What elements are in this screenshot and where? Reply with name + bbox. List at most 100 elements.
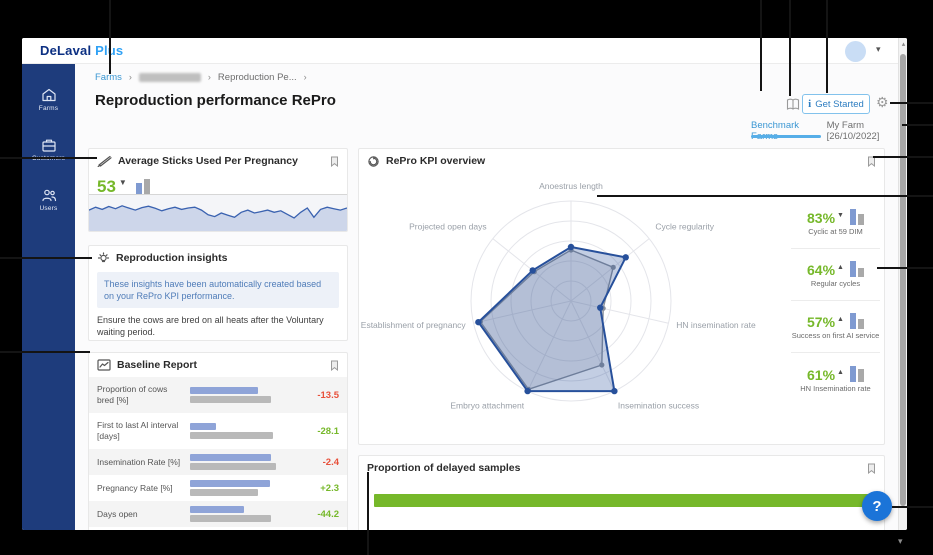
chevron-right-icon: › [303, 72, 307, 82]
stat-value: 64% [807, 262, 836, 278]
bookmark-icon[interactable] [330, 156, 339, 167]
sticks-value: 53 [97, 177, 116, 196]
callout-line [877, 267, 933, 269]
baseline-row[interactable]: First to last AI interval [days] -28.1 [89, 413, 347, 449]
benchmark-bar [190, 463, 276, 470]
get-started-button[interactable]: i Get Started [802, 94, 870, 114]
breadcrumb: Farms › › Reproduction Pe... › [95, 70, 307, 84]
card-header: Baseline Report [89, 353, 347, 377]
vertical-scrollbar[interactable]: ▴ [898, 38, 907, 530]
callout-line [890, 102, 933, 104]
benchmark-bar [190, 515, 272, 522]
trend-up-icon: ▲ [837, 368, 844, 376]
scrollbar-down-arrow-icon[interactable]: ▾ [898, 536, 903, 546]
mini-bars-icon [849, 313, 864, 329]
tab-benchmark-farms[interactable]: Benchmark Farms [751, 120, 800, 142]
gear-icon[interactable]: ⚙ [876, 94, 889, 110]
callout-line [109, 0, 111, 74]
get-started-label: Get Started [815, 98, 864, 110]
kpi-stat[interactable]: 83% ▼ Cyclic at 59 DIM [791, 197, 880, 249]
card-title: RePro KPI overview [386, 155, 486, 167]
breadcrumb-redacted-farm-name[interactable] [138, 72, 201, 82]
briefcase-icon [41, 139, 56, 152]
area-chart [89, 205, 347, 231]
help-button[interactable]: ? [862, 491, 892, 521]
callout-line [902, 124, 933, 126]
bookmark-icon[interactable] [330, 360, 339, 371]
stat-value: 83% [807, 210, 836, 226]
breadcrumb-current-page[interactable]: Reproduction Pe... [217, 71, 297, 83]
sidebar-item-farms[interactable]: Farms [22, 76, 75, 124]
line-chart-icon [97, 359, 111, 371]
sidebar-item-users[interactable]: Users [22, 176, 75, 224]
sidebar-item-customers[interactable]: Customers [22, 126, 75, 174]
callout-line [597, 195, 933, 197]
barn-icon [41, 88, 56, 102]
insights-note: These insights have been automatically c… [97, 272, 339, 309]
benchmark-bar [190, 432, 273, 439]
lightbulb-icon [97, 251, 110, 262]
trend-up-icon: ▲ [837, 264, 844, 271]
baseline-row[interactable]: Proportion of cows bred [%] -13.5 [89, 377, 347, 413]
comparison-bars [184, 454, 306, 470]
page-title: Reproduction performance RePro [95, 92, 336, 109]
card-title: Baseline Report [117, 359, 197, 371]
app-window: DeLaval Plus ▾ ▴ Farms Customers [22, 38, 907, 530]
kpi-stat[interactable]: 57% ▲ Success on first AI service [791, 301, 880, 353]
scrollbar-thumb[interactable] [900, 54, 906, 506]
tab-my-farm[interactable]: My Farm [26/10/2022] [826, 120, 880, 142]
baseline-row[interactable]: Pregnancy Rate [%] +2.3 [89, 475, 347, 501]
scrollbar-up-arrow-icon[interactable]: ▴ [901, 41, 906, 48]
callout-line [789, 0, 791, 96]
chevron-right-icon: › [128, 72, 132, 82]
bookmark-icon[interactable] [867, 463, 876, 474]
kpi-stats-list: 83% ▼ Cyclic at 59 DIM 64% ▲ Regular cyc… [791, 197, 880, 405]
sticks-trend-chart [89, 194, 347, 231]
metric-label: Pregnancy Rate [%] [97, 482, 173, 493]
mini-bars-icon [849, 209, 864, 225]
sticks-icon [97, 155, 112, 167]
delayed-samples-bar [374, 494, 871, 507]
report-book-icon[interactable] [786, 98, 800, 116]
sidebar-item-label: Farms [38, 105, 59, 112]
delta-value: -28.1 [317, 425, 339, 437]
baseline-row[interactable]: Insemination Rate [%] -2.4 [89, 449, 347, 475]
metric-label: First to last AI interval [days] [97, 420, 179, 441]
mini-bars-icon [135, 179, 150, 195]
stat-label: HN Insemination rate [800, 383, 871, 393]
card-header: Average Sticks Used Per Pregnancy [89, 149, 347, 173]
metric-label: Insemination Rate [%] [97, 456, 181, 467]
card-title: Average Sticks Used Per Pregnancy [118, 155, 298, 167]
callout-line [826, 0, 828, 93]
callout-line [0, 257, 92, 259]
users-icon [41, 189, 56, 202]
chevron-right-icon: › [207, 72, 211, 82]
comparison-bars [184, 387, 306, 403]
kpi-stat[interactable]: 61% ▲ HN Insemination rate [791, 353, 880, 405]
view-tabs: Benchmark Farms My Farm [26/10/2022] [751, 120, 898, 142]
trend-down-icon: ▼ [118, 178, 127, 187]
callout-line [0, 351, 90, 353]
callout-line [873, 156, 933, 158]
card-header: Reproduction insights [89, 246, 347, 270]
active-tab-underline [751, 135, 821, 138]
benchmark-bar [190, 396, 272, 403]
breadcrumb-farms-link[interactable]: Farms [95, 71, 122, 83]
stat-value: 57% [807, 314, 836, 330]
repro-kpi-overview-card: RePro KPI overview Anoestrus length Cycle… [358, 148, 885, 445]
callout-line [892, 506, 933, 508]
stat-value: 61% [807, 366, 836, 383]
baseline-row[interactable]: Days open -44.2 [89, 501, 347, 527]
callout-line [367, 472, 369, 555]
avatar-caret-down-icon[interactable]: ▾ [876, 44, 881, 54]
callout-line [760, 0, 762, 91]
svg-text:HN insemination rate: HN insemination rate [676, 320, 756, 330]
trend-up-icon: ▲ [837, 316, 844, 323]
mini-bars-icon [849, 365, 864, 382]
kpi-stat[interactable]: 64% ▲ Regular cycles [791, 249, 880, 301]
card-title: Proportion of delayed samples [367, 462, 521, 474]
svg-text:Projected open days: Projected open days [409, 222, 487, 232]
comparison-bars [184, 423, 306, 439]
svg-text:Insemination success: Insemination success [618, 400, 699, 410]
avatar[interactable] [845, 41, 866, 62]
